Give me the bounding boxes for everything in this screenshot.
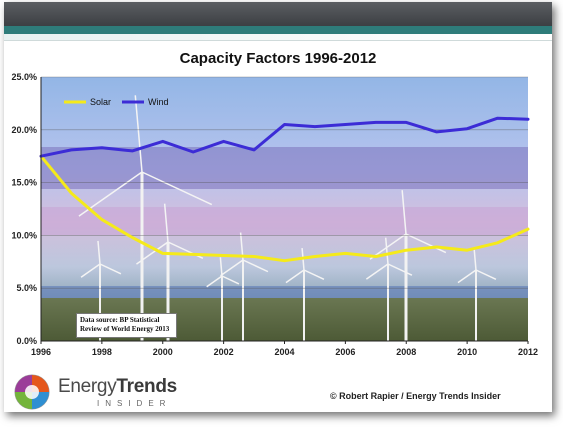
legend-label-wind: Wind [148,97,169,107]
turbine-blade [206,275,223,288]
data-source-note: Data source: BP Statistical Review of Wo… [76,313,177,338]
x-tick-label: 1996 [31,347,51,357]
x-tick-label: 2008 [396,347,416,357]
legend-label-solar: Solar [90,97,111,107]
turbine-blade [99,263,122,275]
accent-stripe [4,34,504,40]
turbine-blade [285,269,305,284]
x-tick-label: 2010 [457,347,477,357]
x-tick-label: 1998 [92,347,112,357]
divider [4,40,552,41]
y-tick-label: 15.0% [11,178,37,188]
turbine-blade [219,257,223,277]
axes: 0.0% 5.0% 10.0% 15.0% 20.0% 25.0% 1996 1998 2000… [11,72,538,357]
credit-text: © Robert Rapier / Energy Trends Insider [330,391,501,401]
turbine-blade [136,241,169,265]
turbine-blade [387,263,413,276]
turbine-blade [97,240,101,265]
turbine-blade [475,269,497,280]
x-tick-label: 2006 [335,347,355,357]
energy-trends-logo-icon [14,374,50,410]
photo-background [41,77,528,341]
series-line-wind [39,116,530,158]
turbine-blade [220,259,244,277]
turbine-blade [457,269,477,284]
x-tick-label: 2004 [274,347,294,357]
header-band [4,2,552,26]
turbine-blade [405,233,447,254]
source-line-2: Review of World Energy 2013 [80,325,170,333]
y-tick-label: 10.0% [11,230,37,240]
turbine-blade [80,263,101,278]
turbine-blade [473,248,477,271]
y-tick-label: 5.0% [16,283,37,293]
turbine-blade [365,263,389,280]
x-tick-label: 2000 [153,347,173,357]
turbine-blade [303,269,325,280]
y-tick-label: 25.0% [11,72,37,82]
series-layer [39,116,530,263]
x-tick-label: 2002 [214,347,234,357]
turbine-blade [242,259,269,273]
chart-title: Capacity Factors 1996-2012 [179,50,377,67]
brand-subtitle: INSIDER [97,399,172,408]
chart-svg: 0.0% 5.0% 10.0% 15.0% 20.0% 25.0% 1996 1998 2000… [11,72,538,357]
turbine-silhouettes [78,95,497,341]
y-tick-label: 20.0% [11,125,37,135]
y-tick-label: 0.0% [16,336,37,346]
slide: Capacity Factors 1996-2012 [4,2,552,412]
legend: Solar Wind [64,97,169,107]
source-line-1: Data source: BP Statistical [80,316,160,324]
turbine-blade [384,237,389,265]
turbine-blade [134,95,143,173]
series-line-solar [39,154,530,263]
brand-name: EnergyTrends [58,376,177,398]
accent-band [4,26,552,34]
turbine-blade [141,171,213,206]
brand-bold: Trends [116,376,177,397]
turbine-blade [221,275,240,285]
x-tick-label: 2012 [518,347,538,357]
brand-regular: Energy [58,376,117,397]
turbine-blade [401,190,407,235]
